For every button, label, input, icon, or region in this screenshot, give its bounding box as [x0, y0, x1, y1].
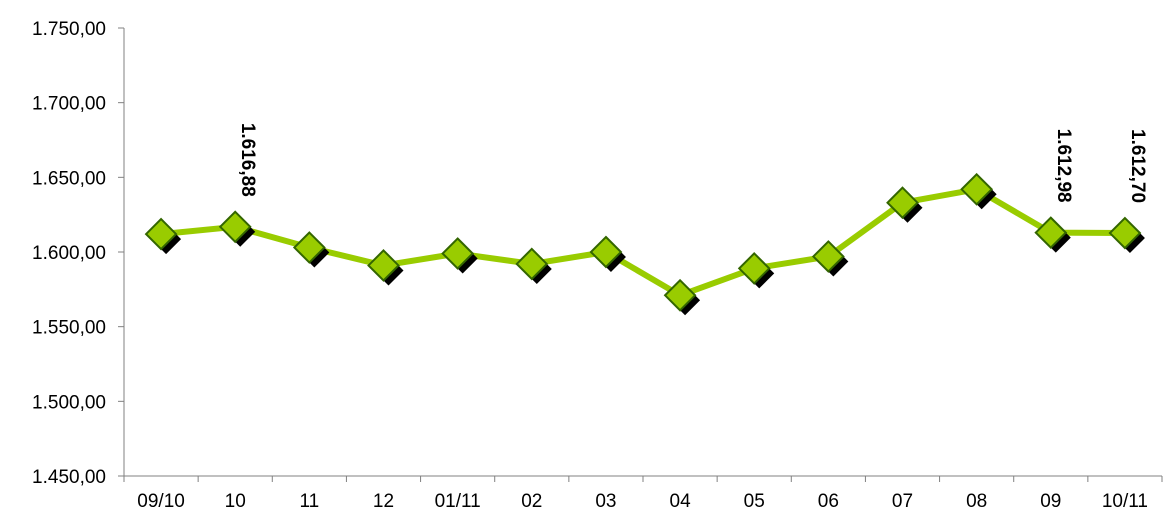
- y-tick-label: 1.750,00: [32, 19, 106, 40]
- series-layer: [144, 172, 1145, 316]
- data-point-marker: [144, 217, 182, 255]
- y-tick-label: 1.500,00: [32, 392, 106, 413]
- axes: 1.450,00 1.500,00 1.550,00 1.600,00 1.650,00…: [32, 19, 1163, 512]
- y-tick-label: 1.600,00: [32, 243, 106, 264]
- data-point-marker: [441, 237, 478, 274]
- marker-diamond: [811, 240, 845, 273]
- marker-diamond: [960, 172, 994, 206]
- x-tick-label: 12: [373, 491, 394, 512]
- marker-diamond: [218, 210, 252, 244]
- data-point-marker: [960, 172, 997, 210]
- marker-diamond: [663, 278, 697, 312]
- data-point-marker: [589, 235, 626, 272]
- x-tick-label: 06: [818, 491, 839, 512]
- data-labels-layer: 1.616,88 1.612,98 1.612,70: [237, 123, 1148, 203]
- data-point-marker: [811, 240, 849, 277]
- x-tick-label: 02: [521, 491, 542, 512]
- data-point-marker: [886, 186, 923, 223]
- x-tick-label: 01/11: [435, 491, 481, 512]
- data-label: 1.612,70: [1127, 129, 1148, 203]
- marker-diamond: [441, 237, 475, 270]
- x-tick-label: 04: [670, 491, 692, 512]
- marker-diamond: [515, 247, 549, 281]
- data-point-marker: [737, 252, 775, 289]
- x-tick-label: 05: [744, 491, 765, 512]
- x-tick-label: 07: [892, 491, 913, 512]
- x-tick-label: 08: [966, 491, 987, 512]
- x-tick-label: 09/10: [137, 491, 185, 512]
- marker-diamond: [292, 231, 326, 264]
- x-tick-label: 11: [299, 491, 319, 512]
- data-label: 1.612,98: [1053, 129, 1074, 203]
- x-tick-label: 10: [225, 491, 246, 512]
- x-tick-label: 10/11: [1102, 491, 1148, 512]
- x-tick-label: 09: [1040, 491, 1061, 512]
- marker-diamond: [1108, 216, 1142, 250]
- data-point-marker: [1034, 216, 1071, 253]
- y-tick-label: 1.450,00: [32, 467, 106, 488]
- data-point-marker: [218, 210, 256, 247]
- y-tick-label: 1.650,00: [32, 168, 106, 189]
- data-point-marker: [1108, 216, 1145, 254]
- y-tick-label: 1.700,00: [32, 94, 106, 115]
- data-point-marker: [367, 249, 404, 286]
- y-tick-label: 1.550,00: [32, 318, 106, 339]
- marker-diamond: [589, 235, 623, 269]
- marker-diamond: [144, 217, 178, 251]
- marker-diamond: [367, 249, 400, 282]
- data-point-marker: [292, 231, 330, 268]
- marker-diamond: [886, 186, 919, 220]
- data-point-marker: [515, 247, 552, 284]
- marker-diamond: [737, 252, 771, 285]
- data-label: 1.616,88: [237, 123, 258, 197]
- marker-diamond: [1034, 216, 1068, 250]
- x-tick-label: 03: [595, 491, 616, 512]
- data-point-marker: [663, 278, 701, 316]
